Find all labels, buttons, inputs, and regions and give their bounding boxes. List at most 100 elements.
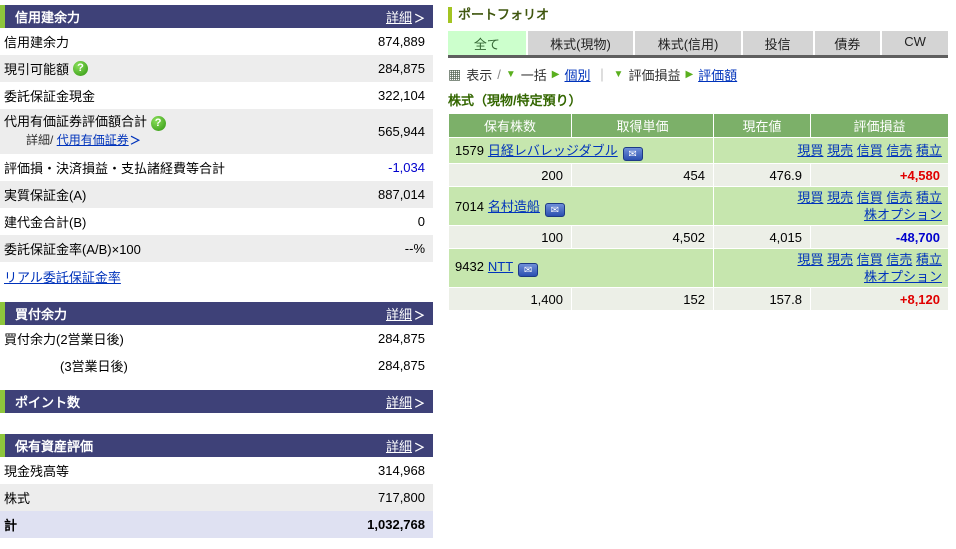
holdings-section-title: 株式（現物/特定預り）	[448, 93, 582, 108]
row-label: 現金残高等	[4, 464, 70, 479]
row-value: 887,014	[378, 187, 425, 202]
table-row: 代用有価証券評価額合計 ? 詳細/ 代用有価証券＞ 565,944	[0, 109, 433, 154]
cash-buy-link[interactable]: 現買	[797, 190, 824, 205]
tab-cw[interactable]: CW	[882, 31, 948, 55]
stock-option-link[interactable]: 株オプション	[863, 207, 942, 222]
margin-sell-link[interactable]: 信売	[886, 252, 913, 267]
chevron-right-icon: ＞	[414, 13, 425, 25]
row-value: 565,944	[378, 124, 425, 139]
table-row: 委託保証金率(A/B)×100 --%	[0, 235, 433, 262]
margin-sell-link[interactable]: 信売	[886, 143, 913, 158]
display-label[interactable]: 表示	[466, 68, 493, 83]
mail-icon[interactable]: ✉	[544, 202, 565, 217]
portfolio-tabs: 全て 株式(現物) 株式(信用) 投信 債券 CW	[448, 31, 948, 58]
row-label: (3営業日後)	[60, 359, 128, 374]
stock-code: 1579	[455, 143, 484, 158]
stock-data-row: 200 454 476.9 +4,580	[448, 163, 949, 187]
stock-code: 7014	[455, 198, 484, 214]
table-row: 実質保証金(A) 887,014	[0, 181, 433, 208]
row-label: 委託保証金現金	[4, 89, 96, 104]
tab-stock-cash[interactable]: 株式(現物)	[527, 31, 634, 55]
margin-buy-link[interactable]: 信買	[856, 143, 883, 158]
row-label: 実質保証金(A)	[4, 188, 87, 203]
individual-view-link[interactable]: 個別	[564, 68, 591, 83]
section-title: ポイント数	[15, 395, 81, 410]
mail-icon[interactable]: ✉	[518, 263, 539, 277]
table-row: 現金残高等 314,968	[0, 457, 433, 484]
stock-option-link[interactable]: 株オプション	[863, 269, 942, 284]
pl-value: -48,700	[810, 225, 949, 249]
cash-sell-link[interactable]: 現売	[827, 143, 854, 158]
accumulate-link[interactable]: 積立	[915, 190, 942, 205]
table-row: 信用建余力 874,889	[0, 28, 433, 55]
detail-link-buying-power[interactable]: 詳細＞	[385, 307, 425, 322]
stock-name-row: 9432 NTT ✉ 現買 現売 信買 信売 積立 株オプション	[448, 248, 949, 288]
sub-row-prefix: 詳細/	[26, 133, 54, 147]
triangle-right-icon: ▶	[551, 69, 560, 80]
section-title: 買付余力	[15, 307, 68, 322]
accumulate-link[interactable]: 積立	[915, 143, 942, 158]
chevron-right-icon: ＞	[414, 398, 425, 410]
portfolio-panel: ポートフォリオ 全て 株式(現物) 株式(信用) 投信 債券 CW ▦ 表示 /…	[448, 5, 949, 549]
collateral-securities-link[interactable]: 代用有価証券	[56, 133, 129, 147]
portfolio-title: ポートフォリオ	[448, 7, 948, 23]
row-label: 計	[4, 518, 18, 533]
row-label: 委託保証金率(A/B)×100	[4, 242, 141, 257]
row-value: 874,889	[378, 34, 425, 49]
margin-sell-link[interactable]: 信売	[886, 190, 913, 205]
col-header-price: 現在値	[713, 113, 811, 138]
row-value: 314,968	[378, 463, 425, 478]
holdings-table: 保有株数 取得単価 現在値 評価損益 1579 日経レバレッジダブル ✉ 現買 現売…	[448, 113, 949, 311]
price-value: 157.8	[713, 287, 811, 311]
detail-link-margin-power[interactable]: 詳細＞	[385, 10, 425, 25]
shares-value: 100	[448, 225, 572, 249]
cash-sell-link[interactable]: 現売	[827, 190, 854, 205]
valuation-view-link[interactable]: 評価額	[698, 68, 738, 83]
section-asset-valuation-header: 保有資産評価 詳細＞	[0, 434, 433, 457]
table-row: 現引可能額? 284,875	[0, 55, 433, 82]
accumulate-link[interactable]: 積立	[915, 252, 942, 267]
mail-icon[interactable]: ✉	[622, 147, 643, 161]
cost-value: 4,502	[571, 225, 714, 249]
stock-link-9432[interactable]: NTT	[487, 259, 514, 274]
cash-sell-link[interactable]: 現売	[827, 252, 854, 267]
table-header-row: 保有株数 取得単価 現在値 評価損益	[448, 113, 949, 138]
cash-buy-link[interactable]: 現買	[797, 252, 824, 267]
cash-buy-link[interactable]: 現買	[797, 143, 824, 158]
tab-all[interactable]: 全て	[448, 31, 526, 55]
margin-buy-link[interactable]: 信買	[856, 252, 883, 267]
triangle-right-icon: ▶	[685, 69, 694, 80]
row-label: 信用建余力	[4, 35, 70, 50]
row-value: --%	[404, 241, 425, 256]
row-value: 284,875	[378, 61, 425, 76]
detail-link-assets[interactable]: 詳細＞	[385, 439, 425, 454]
detail-link-points[interactable]: 詳細＞	[385, 395, 425, 410]
chevron-right-icon: ＞	[414, 442, 425, 454]
col-header-pl: 評価損益	[810, 113, 949, 138]
section-margin-power: 信用建余力 詳細＞ 信用建余力 874,889 現引可能額? 284,875 委…	[0, 5, 433, 291]
stock-link-7014[interactable]: 名村造船	[487, 198, 540, 214]
row-value: -1,034	[388, 160, 425, 175]
section-title: 信用建余力	[15, 10, 81, 25]
help-icon[interactable]: ?	[73, 61, 89, 76]
section-margin-power-header: 信用建余力 詳細＞	[0, 5, 433, 28]
account-summary-panel: 信用建余力 詳細＞ 信用建余力 874,889 現引可能額? 284,875 委…	[0, 5, 433, 549]
shares-value: 200	[448, 163, 572, 187]
table-view-icon: ▦	[448, 66, 462, 82]
margin-buy-link[interactable]: 信買	[856, 190, 883, 205]
tab-stock-margin[interactable]: 株式(信用)	[635, 31, 741, 55]
real-margin-ratio-link[interactable]: リアル委託保証金率	[4, 270, 121, 285]
stock-data-row: 1,400 152 157.8 +8,120	[448, 287, 949, 311]
row-value: 322,104	[378, 88, 425, 103]
stock-link-1579[interactable]: 日経レバレッジダブル	[487, 143, 618, 158]
tab-bonds[interactable]: 債券	[814, 31, 881, 55]
separator: ｜	[595, 68, 609, 83]
total-row: 計 1,032,768	[0, 511, 433, 538]
help-icon[interactable]: ?	[150, 116, 166, 131]
col-header-cost: 取得単価	[571, 113, 714, 138]
pl-value: +4,580	[810, 163, 949, 187]
pl-value: +8,120	[810, 287, 949, 311]
section-title: 保有資産評価	[15, 439, 94, 454]
tab-funds[interactable]: 投信	[742, 31, 813, 55]
